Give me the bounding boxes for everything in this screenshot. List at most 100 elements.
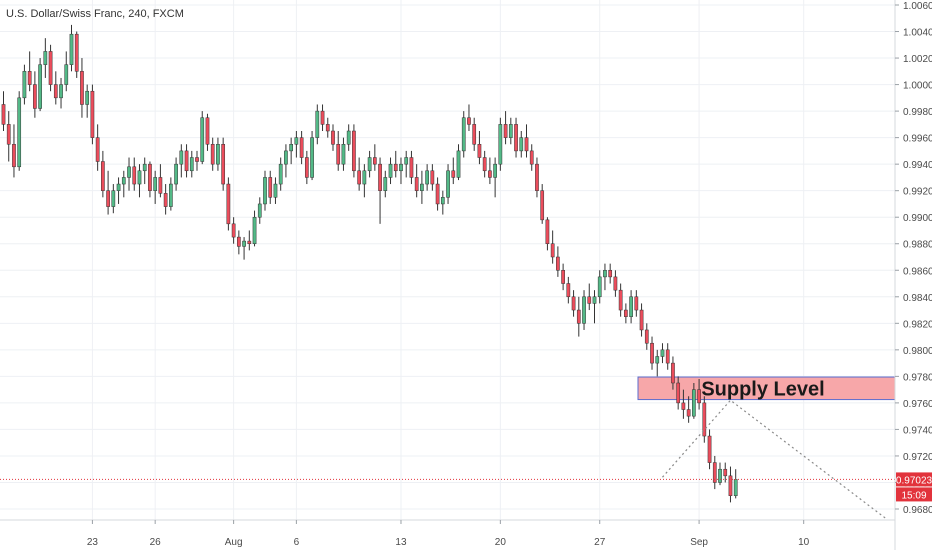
candle [148, 161, 152, 198]
candle [278, 157, 283, 191]
candle-body [702, 402, 707, 437]
candle [341, 137, 346, 171]
candle [294, 131, 299, 158]
candle-body [352, 130, 356, 172]
current-price-badge [896, 472, 932, 487]
candle [95, 124, 100, 171]
candle-body [367, 157, 372, 172]
candle-body [221, 144, 226, 185]
candle [576, 296, 581, 337]
candle-body [43, 51, 48, 65]
candle [205, 113, 210, 151]
candle-body [425, 170, 429, 185]
price-tick-label: 1.00200 [903, 54, 932, 65]
candle-body [195, 157, 199, 162]
candle-body [576, 309, 581, 324]
candle [6, 111, 11, 162]
candle [310, 131, 314, 181]
candle-body [59, 84, 63, 99]
candle [624, 303, 628, 324]
candle [289, 137, 293, 165]
candle-body [733, 479, 738, 496]
candle-body [524, 137, 529, 152]
candle-body [12, 144, 16, 168]
candle-body [121, 177, 126, 185]
candle [488, 157, 492, 185]
candle-body [33, 84, 37, 109]
candle [393, 150, 398, 178]
candle [121, 170, 126, 198]
candle [692, 383, 696, 419]
candle [712, 455, 717, 490]
candle [388, 157, 393, 185]
candle-body [498, 124, 503, 165]
candle [216, 137, 220, 171]
candle-body [561, 270, 565, 284]
candle-body [697, 389, 701, 404]
candle-body [535, 163, 539, 191]
candle-body [101, 161, 105, 191]
candle-body [728, 475, 733, 496]
candle-body [148, 163, 152, 191]
candle [64, 51, 69, 92]
candle-body [189, 157, 194, 172]
candle [362, 164, 367, 198]
candle-body [320, 110, 325, 125]
candle-body [718, 468, 722, 483]
candle [27, 51, 32, 92]
candle [665, 343, 670, 370]
candle-body [644, 329, 649, 344]
candle [545, 217, 550, 251]
candle-body [493, 163, 497, 178]
candle-body [111, 190, 116, 207]
candle-body [278, 163, 283, 185]
time-axis[interactable]: 23 26 Aug 6 13 20 27 Sep 10 [0, 519, 895, 548]
candle [409, 150, 414, 185]
candle [85, 84, 90, 118]
candle [383, 170, 388, 198]
candle-body [461, 117, 466, 152]
candle [237, 230, 241, 255]
candle [618, 283, 623, 317]
candle-body [451, 170, 456, 178]
candle [482, 150, 487, 178]
candle-body [38, 64, 42, 109]
candle [210, 137, 215, 171]
candle [425, 164, 429, 191]
candle [681, 389, 686, 419]
candle [179, 144, 184, 178]
candle-body [446, 170, 450, 198]
candle-body [273, 183, 278, 198]
candle [561, 263, 565, 291]
candle [420, 170, 424, 204]
candle-body [592, 296, 597, 304]
candle [195, 150, 199, 171]
candle-body [399, 163, 403, 172]
candle [137, 164, 142, 198]
candle [226, 177, 231, 231]
candle [608, 263, 613, 284]
candle-body [514, 124, 518, 152]
candle-body [74, 33, 79, 72]
candle-body [226, 183, 231, 225]
candle [116, 177, 121, 204]
candle-body [242, 240, 246, 247]
candle-body [299, 137, 304, 158]
candle-body [132, 166, 137, 185]
candle-body [435, 183, 440, 205]
candle-body [692, 389, 696, 417]
candle-body [383, 177, 388, 191]
candle-body [681, 402, 686, 410]
candle [529, 144, 534, 171]
candle [17, 91, 22, 171]
candle-body [712, 462, 717, 483]
candle [184, 144, 189, 178]
